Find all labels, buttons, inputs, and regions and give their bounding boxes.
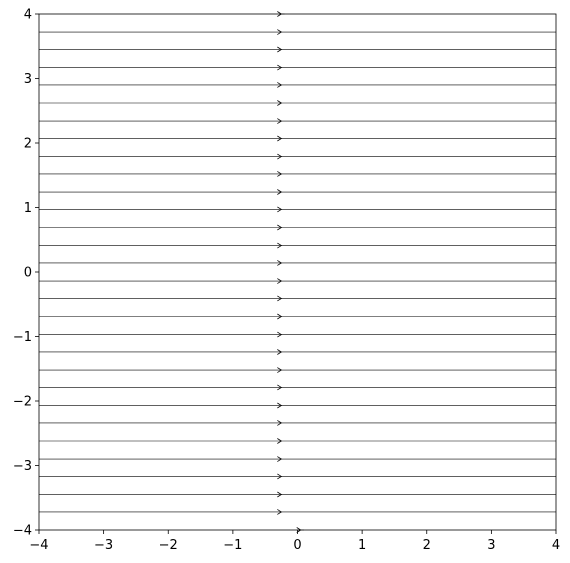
x-tick-label: 4 xyxy=(552,538,560,553)
streamline-arrow xyxy=(277,491,283,498)
streamline-arrow xyxy=(277,420,283,426)
streamline-arrow xyxy=(277,82,283,88)
plot-area xyxy=(39,11,556,533)
streamline-arrow xyxy=(277,260,283,266)
y-tick-label: 1 xyxy=(24,201,32,216)
y-tick-label: 0 xyxy=(24,266,32,281)
x-tick-label: −3 xyxy=(94,538,113,553)
streamline-arrow xyxy=(277,438,283,444)
streamline-arrow xyxy=(277,367,283,373)
streamline-arrow xyxy=(277,509,283,515)
x-tick-label: −4 xyxy=(29,538,48,553)
x-tick-label: −1 xyxy=(223,538,242,553)
y-tick-label: 4 xyxy=(24,8,32,23)
x-tick-label: 3 xyxy=(487,538,495,553)
y-tick-label: 2 xyxy=(24,137,32,152)
y-tick-label: −4 xyxy=(13,524,32,539)
streamline-arrow xyxy=(277,384,283,391)
streamline-arrow xyxy=(277,153,283,160)
streamline-arrow xyxy=(277,473,283,480)
streamline-arrow xyxy=(277,206,283,213)
streamline-arrow xyxy=(277,135,283,142)
streamline-arrow xyxy=(277,278,283,284)
x-tick-label: 2 xyxy=(423,538,431,553)
streamline-arrow xyxy=(277,456,283,462)
streamline-arrow xyxy=(277,224,283,231)
streamline-arrow xyxy=(277,349,283,355)
streamline-arrow xyxy=(277,189,283,195)
streamline-arrow xyxy=(277,295,283,302)
y-axis: −4 −3 −2 −1 0 1 2 3 4 xyxy=(13,8,39,539)
x-tick-label: 0 xyxy=(293,538,301,553)
streamline-arrow xyxy=(277,29,283,35)
streamline-arrow xyxy=(277,313,283,320)
y-tick-label: −3 xyxy=(13,459,32,474)
x-tick-label: −2 xyxy=(159,538,178,553)
y-tick-label: 3 xyxy=(24,72,32,87)
streamline-arrow xyxy=(277,242,283,249)
streamline-arrow xyxy=(277,171,283,177)
streamline-arrow xyxy=(277,64,283,71)
x-tick-label: 1 xyxy=(358,538,366,553)
streamline-arrow xyxy=(277,100,283,106)
streamline-arrow xyxy=(277,46,283,53)
y-tick-label: −2 xyxy=(13,395,32,410)
y-tick-label: −1 xyxy=(13,330,32,345)
x-axis: −4 −3 −2 −1 0 1 2 3 4 xyxy=(29,530,560,553)
streamline-arrow xyxy=(277,402,283,409)
streamline-arrow xyxy=(277,331,283,338)
streamline-arrow xyxy=(277,118,283,124)
